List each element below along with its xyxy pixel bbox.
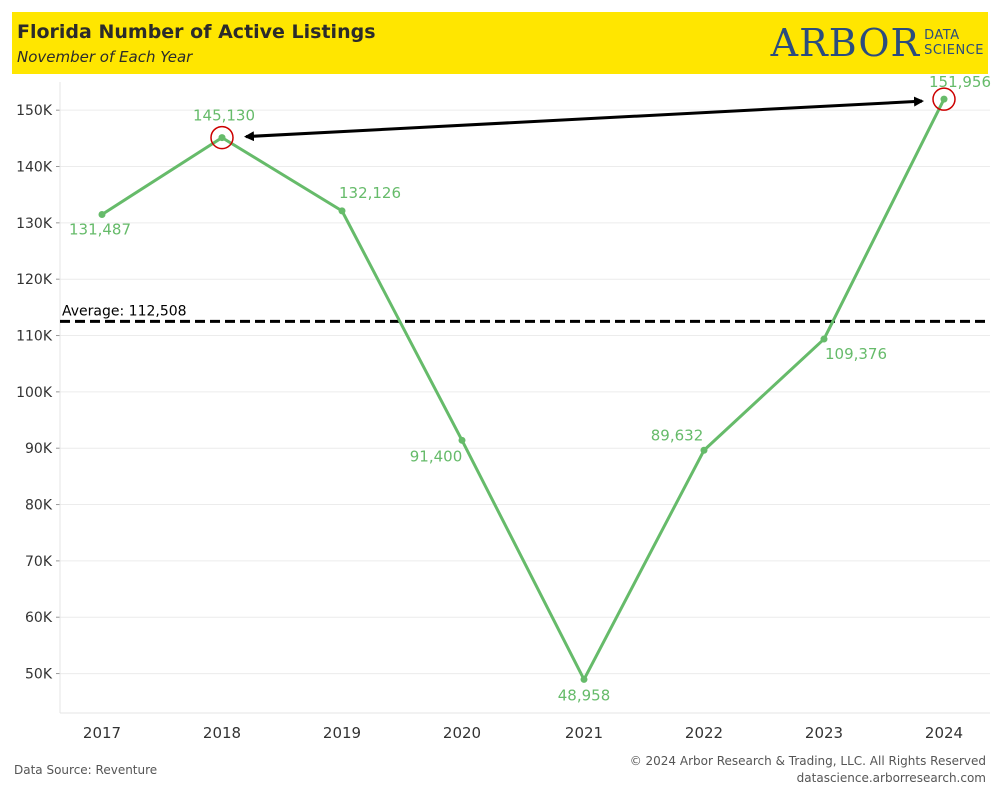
copyright-text: © 2024 Arbor Research & Trading, LLC. Al… xyxy=(629,754,986,768)
y-tick-label: 140K xyxy=(16,160,53,176)
logo-sub-text: DATA SCIENCE xyxy=(924,28,984,58)
y-tick-label: 110K xyxy=(16,329,53,345)
data-label: 151,956 xyxy=(929,73,991,91)
data-point xyxy=(98,210,106,218)
x-tick-label: 2023 xyxy=(805,724,843,742)
data-point xyxy=(580,675,588,683)
x-tick-label: 2024 xyxy=(925,724,963,742)
y-tick-label: 100K xyxy=(16,385,53,401)
data-point xyxy=(940,95,948,103)
y-tick-label: 130K xyxy=(16,216,53,232)
chart-subtitle: November of Each Year xyxy=(17,48,193,66)
axis-layer: 50K 60K 70K 80K 90K 100K 110K 120K 130K 140K 150K 2… xyxy=(16,82,990,742)
logo-sub-bottom: SCIENCE xyxy=(924,43,984,58)
data-label: 48,958 xyxy=(558,686,611,704)
series-layer xyxy=(98,95,948,683)
website-link[interactable]: datascience.arborresearch.com xyxy=(796,771,986,785)
series-line xyxy=(101,98,946,681)
highlight-circle xyxy=(932,87,956,111)
y-tick-label: 70K xyxy=(25,554,53,570)
comparison-arrow xyxy=(244,96,924,142)
data-point xyxy=(218,134,226,142)
y-tick-label: 90K xyxy=(25,441,53,457)
data-label: 89,632 xyxy=(651,426,704,444)
x-tick-label: 2017 xyxy=(83,724,121,742)
arbor-logo: ARBOR DATA SCIENCE xyxy=(771,18,984,68)
data-label: 109,376 xyxy=(825,345,887,363)
data-point xyxy=(820,335,828,343)
x-tick-label: 2020 xyxy=(443,724,481,742)
label-layer: 131,487 145,130 132,126 91,400 48,958 89,632 1… xyxy=(69,73,991,704)
data-point xyxy=(458,436,466,444)
data-label: 145,130 xyxy=(193,107,255,125)
y-tick-label: 50K xyxy=(25,667,53,683)
y-tick-label: 60K xyxy=(25,610,53,626)
logo-sub-top: DATA xyxy=(924,28,960,43)
header-banner: Florida Number of Active Listings Novemb… xyxy=(12,12,988,74)
grid-layer xyxy=(60,109,990,675)
data-point xyxy=(700,446,708,454)
x-tick-label: 2018 xyxy=(203,724,241,742)
y-tick-label: 80K xyxy=(25,498,53,514)
annotation-layer xyxy=(210,87,956,150)
logo-main-text: ARBOR xyxy=(770,21,921,65)
chart-title: Florida Number of Active Listings xyxy=(17,21,376,43)
y-tick-label: 150K xyxy=(16,103,53,119)
x-tick-label: 2022 xyxy=(685,724,723,742)
data-point xyxy=(338,207,346,215)
copyright-block: © 2024 Arbor Research & Trading, LLC. Al… xyxy=(630,753,986,787)
y-tick-label: 120K xyxy=(16,272,53,288)
average-label: Average: 112,508 xyxy=(62,303,187,319)
data-label: 131,487 xyxy=(69,220,131,238)
data-label: 132,126 xyxy=(339,184,401,202)
data-source: Data Source: Reventure xyxy=(14,763,158,777)
data-label: 91,400 xyxy=(410,447,463,465)
highlight-circle xyxy=(210,125,234,150)
x-tick-label: 2019 xyxy=(323,724,361,742)
x-tick-label: 2021 xyxy=(565,724,603,742)
average-layer: Average: 112,508 xyxy=(60,303,990,323)
